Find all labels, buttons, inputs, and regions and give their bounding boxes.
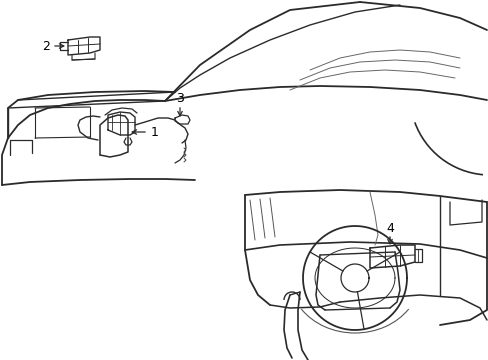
- Text: 2: 2: [42, 40, 50, 53]
- Text: 3: 3: [176, 91, 183, 104]
- Text: 4: 4: [385, 221, 393, 234]
- Text: 1: 1: [151, 126, 159, 139]
